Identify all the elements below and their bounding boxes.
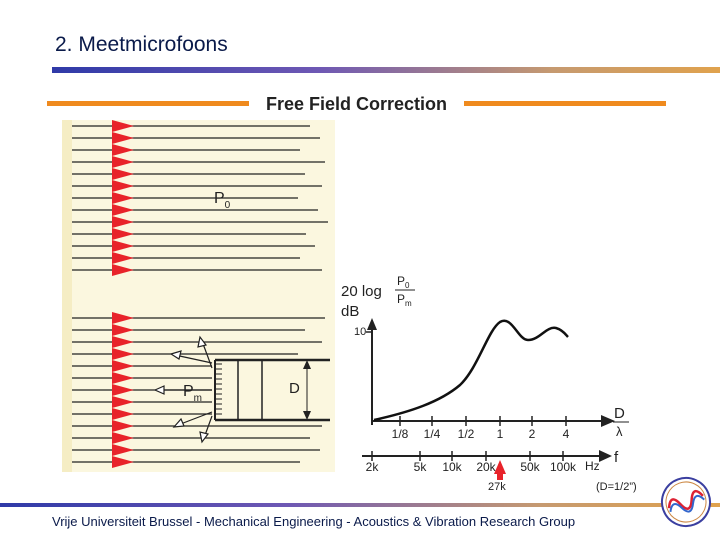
y-tick-10: 10 xyxy=(354,326,366,338)
frequency-tick-label: 100k xyxy=(550,460,577,474)
wavefront-arrow xyxy=(112,144,134,156)
diagram-panel xyxy=(62,120,335,472)
ratio-tick-label: 4 xyxy=(563,427,570,441)
wavefront-arrow xyxy=(112,192,134,204)
wavefront-arrow xyxy=(112,168,134,180)
ratio-tick-label: 2 xyxy=(529,427,536,441)
heading-rule-right xyxy=(464,101,666,106)
wavefront-arrow xyxy=(112,432,134,444)
frequency-axis-label: f xyxy=(614,449,619,466)
slide-title: 2. Meetmicrofoons xyxy=(55,33,228,56)
y-axis-label: 20 log xyxy=(341,283,382,300)
frequency-axis xyxy=(362,450,612,462)
ratio-tick-label: 1/2 xyxy=(458,427,475,441)
panel-edge xyxy=(62,120,72,472)
ratio-axis-label-top: D xyxy=(614,405,625,422)
ratio-tick-label: 1/8 xyxy=(392,427,409,441)
footer-text: Vrije Universiteit Brussel - Mechanical … xyxy=(52,514,576,529)
ratio-axis-label-bottom: λ xyxy=(616,424,623,439)
wavefront-arrow xyxy=(112,348,134,360)
wavefront-arrow xyxy=(112,456,134,468)
frequency-ticks: 2k 5k 10k 20k 50k 100k xyxy=(366,451,577,474)
wavefront-arrow xyxy=(112,180,134,192)
p0-label: P0 xyxy=(214,190,231,211)
heading-rule-left xyxy=(47,101,249,106)
frequency-tick-label: 20k xyxy=(476,460,496,474)
wavefront-arrow xyxy=(112,444,134,456)
microphone xyxy=(214,358,330,422)
plane-wavefronts xyxy=(112,120,134,468)
wavefront-arrow xyxy=(112,216,134,228)
wavefront-arrow xyxy=(112,324,134,336)
ratio-tick-label: 1/4 xyxy=(424,427,441,441)
title-underline xyxy=(52,67,720,73)
footer-rule xyxy=(0,503,720,507)
frequency-tick-label: 50k xyxy=(520,460,540,474)
ratio-ticks: 1/8 1/4 1/2 1 2 4 xyxy=(392,416,570,441)
y-axis-unit: dB xyxy=(341,303,359,320)
diameter-arrow xyxy=(303,360,311,420)
wavefront-arrow xyxy=(112,360,134,372)
wavefront-arrow xyxy=(112,312,134,324)
y-label-denominator: Pm xyxy=(397,292,412,308)
wavefront-arrow xyxy=(112,420,134,432)
ratio-tick-label: 1 xyxy=(497,427,504,441)
correction-curve xyxy=(373,319,569,422)
wavefront-arrow xyxy=(112,384,134,396)
graph-x-axis xyxy=(372,415,615,427)
section-heading-text: Free Field Correction xyxy=(265,94,448,114)
reflection-arrows xyxy=(153,335,213,444)
wavefront-arrow xyxy=(112,240,134,252)
marker-label: 27k xyxy=(488,481,506,493)
wavefront-arrow xyxy=(112,372,134,384)
frequency-tick-label: 2k xyxy=(366,460,380,474)
diameter-label: D xyxy=(289,380,300,397)
frequency-tick-label: 5k xyxy=(414,460,428,474)
wavefront-arrow xyxy=(112,408,134,420)
wavefront-arrow xyxy=(112,228,134,240)
wavefront-arrow xyxy=(112,252,134,264)
section-heading: Free Field Correction xyxy=(0,94,720,116)
university-seal-logo xyxy=(661,477,711,527)
wavefront-arrow xyxy=(112,204,134,216)
wavefront-arrow xyxy=(112,132,134,144)
wavefront-arrow xyxy=(112,396,134,408)
y-label-numerator: P0 xyxy=(397,274,410,290)
frequency-unit: Hz xyxy=(585,459,600,473)
wavefront-arrow xyxy=(112,120,134,132)
wavefront-arrow xyxy=(112,264,134,276)
graph-y-axis xyxy=(366,318,377,425)
wavefront-arrow xyxy=(112,156,134,168)
pm-label: Pm xyxy=(183,383,202,404)
diameter-note: (D=1/2”) xyxy=(596,481,637,493)
resonance-marker xyxy=(494,460,506,480)
wavefront-arrow xyxy=(112,336,134,348)
frequency-tick-label: 10k xyxy=(442,460,462,474)
